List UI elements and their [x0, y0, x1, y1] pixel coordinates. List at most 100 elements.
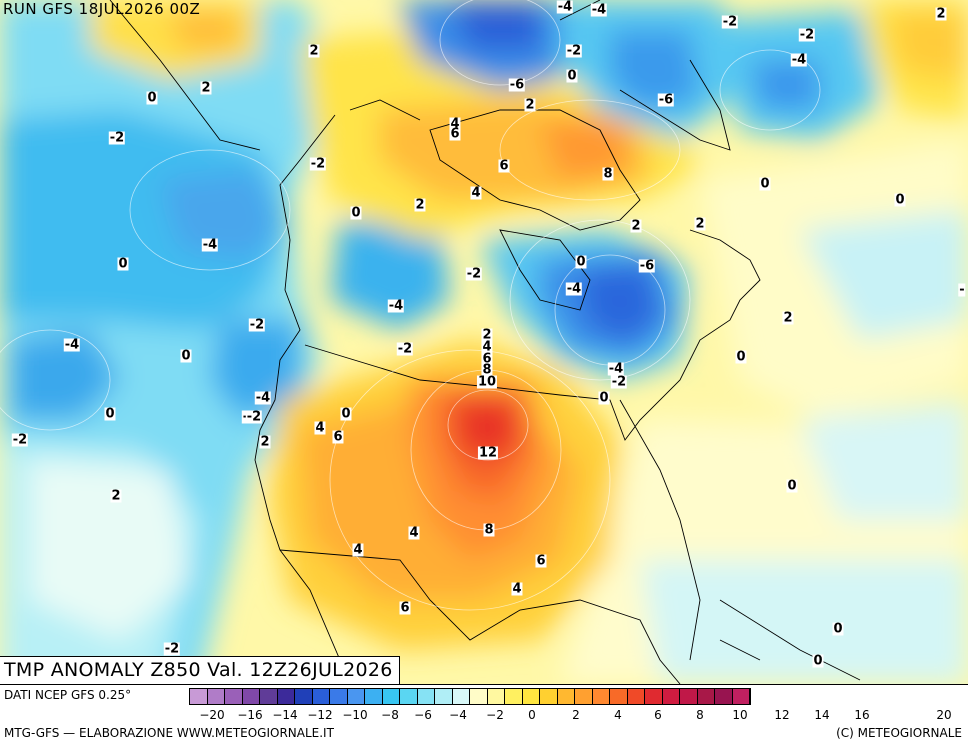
contour-label: 2	[481, 327, 493, 343]
contour-label: 6	[481, 351, 493, 367]
contour-label: 4	[352, 542, 364, 558]
contour-label: 2	[935, 6, 947, 22]
contour-label: -4	[254, 390, 272, 406]
contour-label: 12	[477, 445, 499, 461]
scale-tick-label: 8	[696, 708, 704, 722]
scale-swatch	[347, 689, 365, 704]
contour-label: -2	[610, 374, 628, 390]
contour-label: 2	[524, 97, 536, 113]
contour-label: -6	[638, 258, 656, 274]
scale-swatch	[715, 689, 733, 704]
color-scale	[189, 688, 751, 705]
contour-label: 4	[449, 116, 461, 132]
scale-swatch	[382, 689, 400, 704]
contour-label: -2	[163, 641, 181, 657]
contour-label: -2	[245, 409, 263, 425]
contour-label: -4	[607, 361, 625, 377]
contour-label: 0	[566, 68, 578, 84]
contour-label: 2	[200, 80, 212, 96]
contour-label: 4	[481, 339, 493, 355]
contour-label: 0	[786, 478, 798, 494]
contour-label: -4	[556, 0, 574, 15]
contour-label: 2	[414, 197, 426, 213]
contour-label: 8	[483, 522, 495, 538]
legend-area: DATI NCEP GFS 0.25° −20 −16 −14 −12 −10 −8 −6−…	[0, 684, 968, 746]
scale-tick-label: −12	[307, 708, 333, 722]
scale-swatch	[662, 689, 680, 704]
contour-label: -	[958, 282, 966, 298]
contour-label: -2	[11, 432, 29, 448]
scale-swatch	[312, 689, 330, 704]
contour-label: 0	[104, 406, 116, 422]
scale-tick-label: −2	[486, 708, 504, 722]
scale-tick-label: −8	[381, 708, 399, 722]
contour-label: -2	[309, 156, 327, 172]
scale-tick-label: −14	[272, 708, 298, 722]
scale-swatch	[522, 689, 540, 704]
contour-label: -4	[63, 337, 81, 353]
contour-label: -4	[387, 298, 405, 314]
scale-swatch	[487, 689, 505, 704]
scale-swatch	[575, 689, 593, 704]
scale-tick-label: −4	[449, 708, 467, 722]
contour-label: 0	[812, 653, 824, 669]
scale-swatch	[277, 689, 295, 704]
run-header: RUN GFS 18JUL2026 00Z	[3, 0, 201, 18]
contour-label: 2	[782, 310, 794, 326]
contour-label: 0	[146, 90, 158, 106]
contour-label: 0	[180, 348, 192, 364]
contour-label: -4	[201, 237, 219, 253]
scale-tick-label: −6	[414, 708, 432, 722]
contour-label: -4	[790, 52, 808, 68]
scale-swatch	[225, 689, 243, 704]
contour-label: 2	[110, 488, 122, 504]
contour-label: -2	[248, 317, 266, 333]
contour-label: -2	[798, 27, 816, 43]
contour-label: -6	[657, 92, 675, 108]
scale-tick-label: 4	[614, 708, 622, 722]
scale-swatch	[295, 689, 313, 704]
scale-tick-label: 14	[814, 708, 830, 722]
contour-label: 2	[259, 434, 271, 450]
scale-swatch	[610, 689, 628, 704]
contour-label: 6	[449, 126, 461, 142]
scale-swatch	[207, 689, 225, 704]
scale-swatch	[452, 689, 470, 704]
scale-tick-label: 10	[732, 708, 748, 722]
anomaly-field	[0, 0, 968, 684]
contour-label: 0	[340, 406, 352, 422]
contour-label: 4	[408, 525, 420, 541]
scale-tick-label: −16	[237, 708, 263, 722]
scale-tick-label: 2	[572, 708, 580, 722]
scale-tick-label: −10	[342, 708, 368, 722]
map-title: TMP ANOMALY Z850 Val. 12Z26JUL2026	[0, 656, 400, 684]
scale-swatch	[365, 689, 383, 704]
contour-label: 2	[694, 216, 706, 232]
contour-label: -2	[108, 130, 126, 146]
scale-tick-label: 12	[774, 708, 790, 722]
scale-swatch	[680, 689, 698, 704]
contour-label: 0	[894, 192, 906, 208]
scale-tick-label: −20	[199, 708, 225, 722]
credit-left: MTG-GFS — ELABORAZIONE WWW.METEOGIORNALE…	[4, 726, 334, 740]
contour-label: 6	[535, 553, 547, 569]
scale-tick-label: 16	[854, 708, 870, 722]
contour-label: 0	[350, 205, 362, 221]
scale-swatch	[732, 689, 750, 704]
contour-label: 8	[602, 166, 614, 182]
contour-label: 0	[598, 390, 610, 406]
coastlines	[109, 0, 861, 684]
contour-label: 0	[575, 254, 587, 270]
scale-swatch	[260, 689, 278, 704]
scale-swatch	[505, 689, 523, 704]
scale-swatch	[697, 689, 715, 704]
scale-swatch	[645, 689, 663, 704]
contour-label: -2	[565, 43, 583, 59]
scale-swatch	[627, 689, 645, 704]
contour-label: 2	[308, 43, 320, 59]
contour-label: 2	[630, 218, 642, 234]
scale-swatch	[242, 689, 260, 704]
scale-swatch	[400, 689, 418, 704]
scale-swatch	[592, 689, 610, 704]
contour-label: 4	[470, 185, 482, 201]
